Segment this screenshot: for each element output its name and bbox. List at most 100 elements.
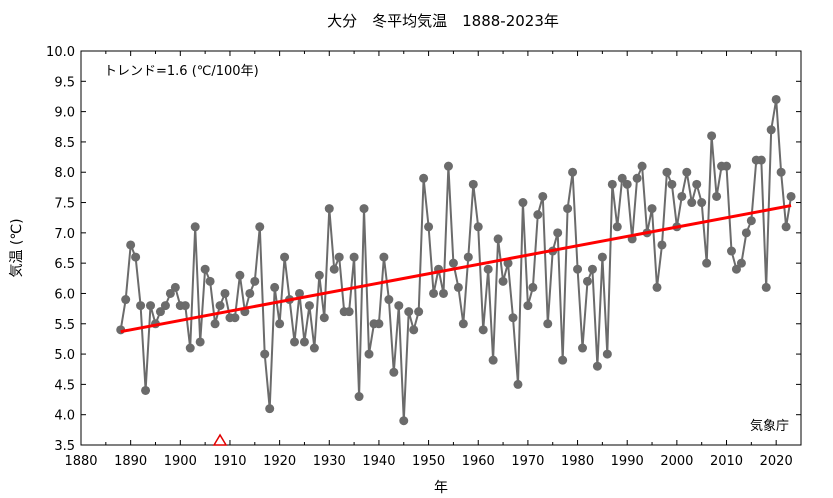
data-point: [667, 179, 677, 189]
data-point: [553, 228, 563, 238]
data-point: [612, 222, 622, 232]
data-point: [170, 282, 180, 292]
data-point: [424, 222, 434, 232]
data-point: [786, 191, 796, 201]
data-point: [448, 258, 458, 268]
data-point: [493, 234, 503, 244]
trend-label: トレンド=1.6 (℃/100年): [104, 64, 259, 79]
data-point: [294, 288, 304, 298]
data-point: [463, 252, 473, 262]
x-tick-label: 2020: [760, 454, 793, 469]
data-point: [334, 252, 344, 262]
data-point: [314, 270, 324, 280]
data-point: [374, 319, 384, 329]
data-point: [265, 404, 275, 414]
data-point: [697, 198, 707, 208]
data-point: [235, 270, 245, 280]
y-tick-label: 8.5: [54, 136, 75, 151]
data-point: [578, 343, 588, 353]
data-point: [309, 343, 319, 353]
y-tick-label: 6.0: [54, 287, 75, 302]
data-point: [483, 264, 493, 274]
data-point: [329, 264, 339, 274]
x-axis: 1880 1890 1900 1910 1920 1930 1940 1950 1960 1970…: [64, 51, 793, 469]
chart-title: 大分 冬平均気温 1888-2023年: [327, 12, 559, 30]
data-point: [602, 349, 612, 359]
data-point: [746, 216, 756, 226]
data-point: [324, 204, 334, 214]
data-point: [250, 276, 260, 286]
x-tick-label: 1950: [412, 454, 445, 469]
data-point: [652, 282, 662, 292]
data-point: [508, 313, 518, 323]
x-tick-label: 1980: [561, 454, 594, 469]
data-point: [364, 349, 374, 359]
y-tick-label: 9.5: [54, 75, 75, 90]
data-point: [702, 258, 712, 268]
data-point: [503, 258, 513, 268]
x-tick-label: 1940: [362, 454, 395, 469]
data-point: [662, 167, 672, 177]
data-point: [131, 252, 141, 262]
data-point: [354, 392, 364, 402]
data-point: [597, 252, 607, 262]
data-point: [607, 179, 617, 189]
data-point: [582, 276, 592, 286]
data-point: [707, 131, 717, 141]
data-point: [205, 276, 215, 286]
x-tick-label: 1890: [114, 454, 147, 469]
x-axis-label: 年: [434, 480, 448, 496]
data-point: [761, 282, 771, 292]
x-tick-label: 1910: [213, 454, 246, 469]
data-point: [781, 222, 791, 232]
y-tick-label: 7.0: [54, 227, 75, 242]
data-point: [126, 240, 136, 250]
data-point: [280, 252, 290, 262]
data-point: [210, 319, 220, 329]
y-tick-label: 3.5: [54, 439, 75, 454]
y-tick-label: 4.0: [54, 409, 75, 424]
data-point: [344, 307, 354, 317]
data-point: [220, 288, 230, 298]
data-point: [632, 173, 642, 183]
data-point: [473, 222, 483, 232]
data-point: [731, 264, 741, 274]
data-point: [190, 222, 200, 232]
data-point: [419, 173, 429, 183]
data-point: [563, 204, 573, 214]
data-point: [592, 361, 602, 371]
data-point: [195, 337, 205, 347]
data-point: [756, 155, 766, 165]
data-point: [458, 319, 468, 329]
x-tick-label: 1900: [164, 454, 197, 469]
data-point: [260, 349, 270, 359]
data-point: [657, 240, 667, 250]
data-point: [141, 385, 151, 395]
y-tick-label: 10.0: [46, 45, 75, 60]
data-point: [453, 282, 463, 292]
data-point: [399, 416, 409, 426]
data-point: [359, 204, 369, 214]
data-point: [384, 295, 394, 305]
data-point: [438, 288, 448, 298]
data-point: [528, 282, 538, 292]
data-point: [394, 301, 404, 311]
data-point: [304, 301, 314, 311]
y-tick-label: 4.5: [54, 378, 75, 393]
x-tick-label: 1970: [511, 454, 544, 469]
y-tick-label: 9.0: [54, 106, 75, 121]
trend-layer: [120, 204, 792, 334]
data-point: [136, 301, 146, 311]
marker-layer: [212, 433, 228, 446]
trend-line: [120, 204, 792, 334]
y-tick-label: 6.5: [54, 257, 75, 272]
data-point: [726, 246, 736, 256]
data-point: [776, 167, 786, 177]
data-point: [121, 295, 131, 305]
data-point: [468, 179, 478, 189]
plot-frame: [80, 50, 802, 446]
data-point: [215, 301, 225, 311]
data-point: [543, 319, 553, 329]
data-point: [319, 313, 329, 323]
data-point: [741, 228, 751, 238]
